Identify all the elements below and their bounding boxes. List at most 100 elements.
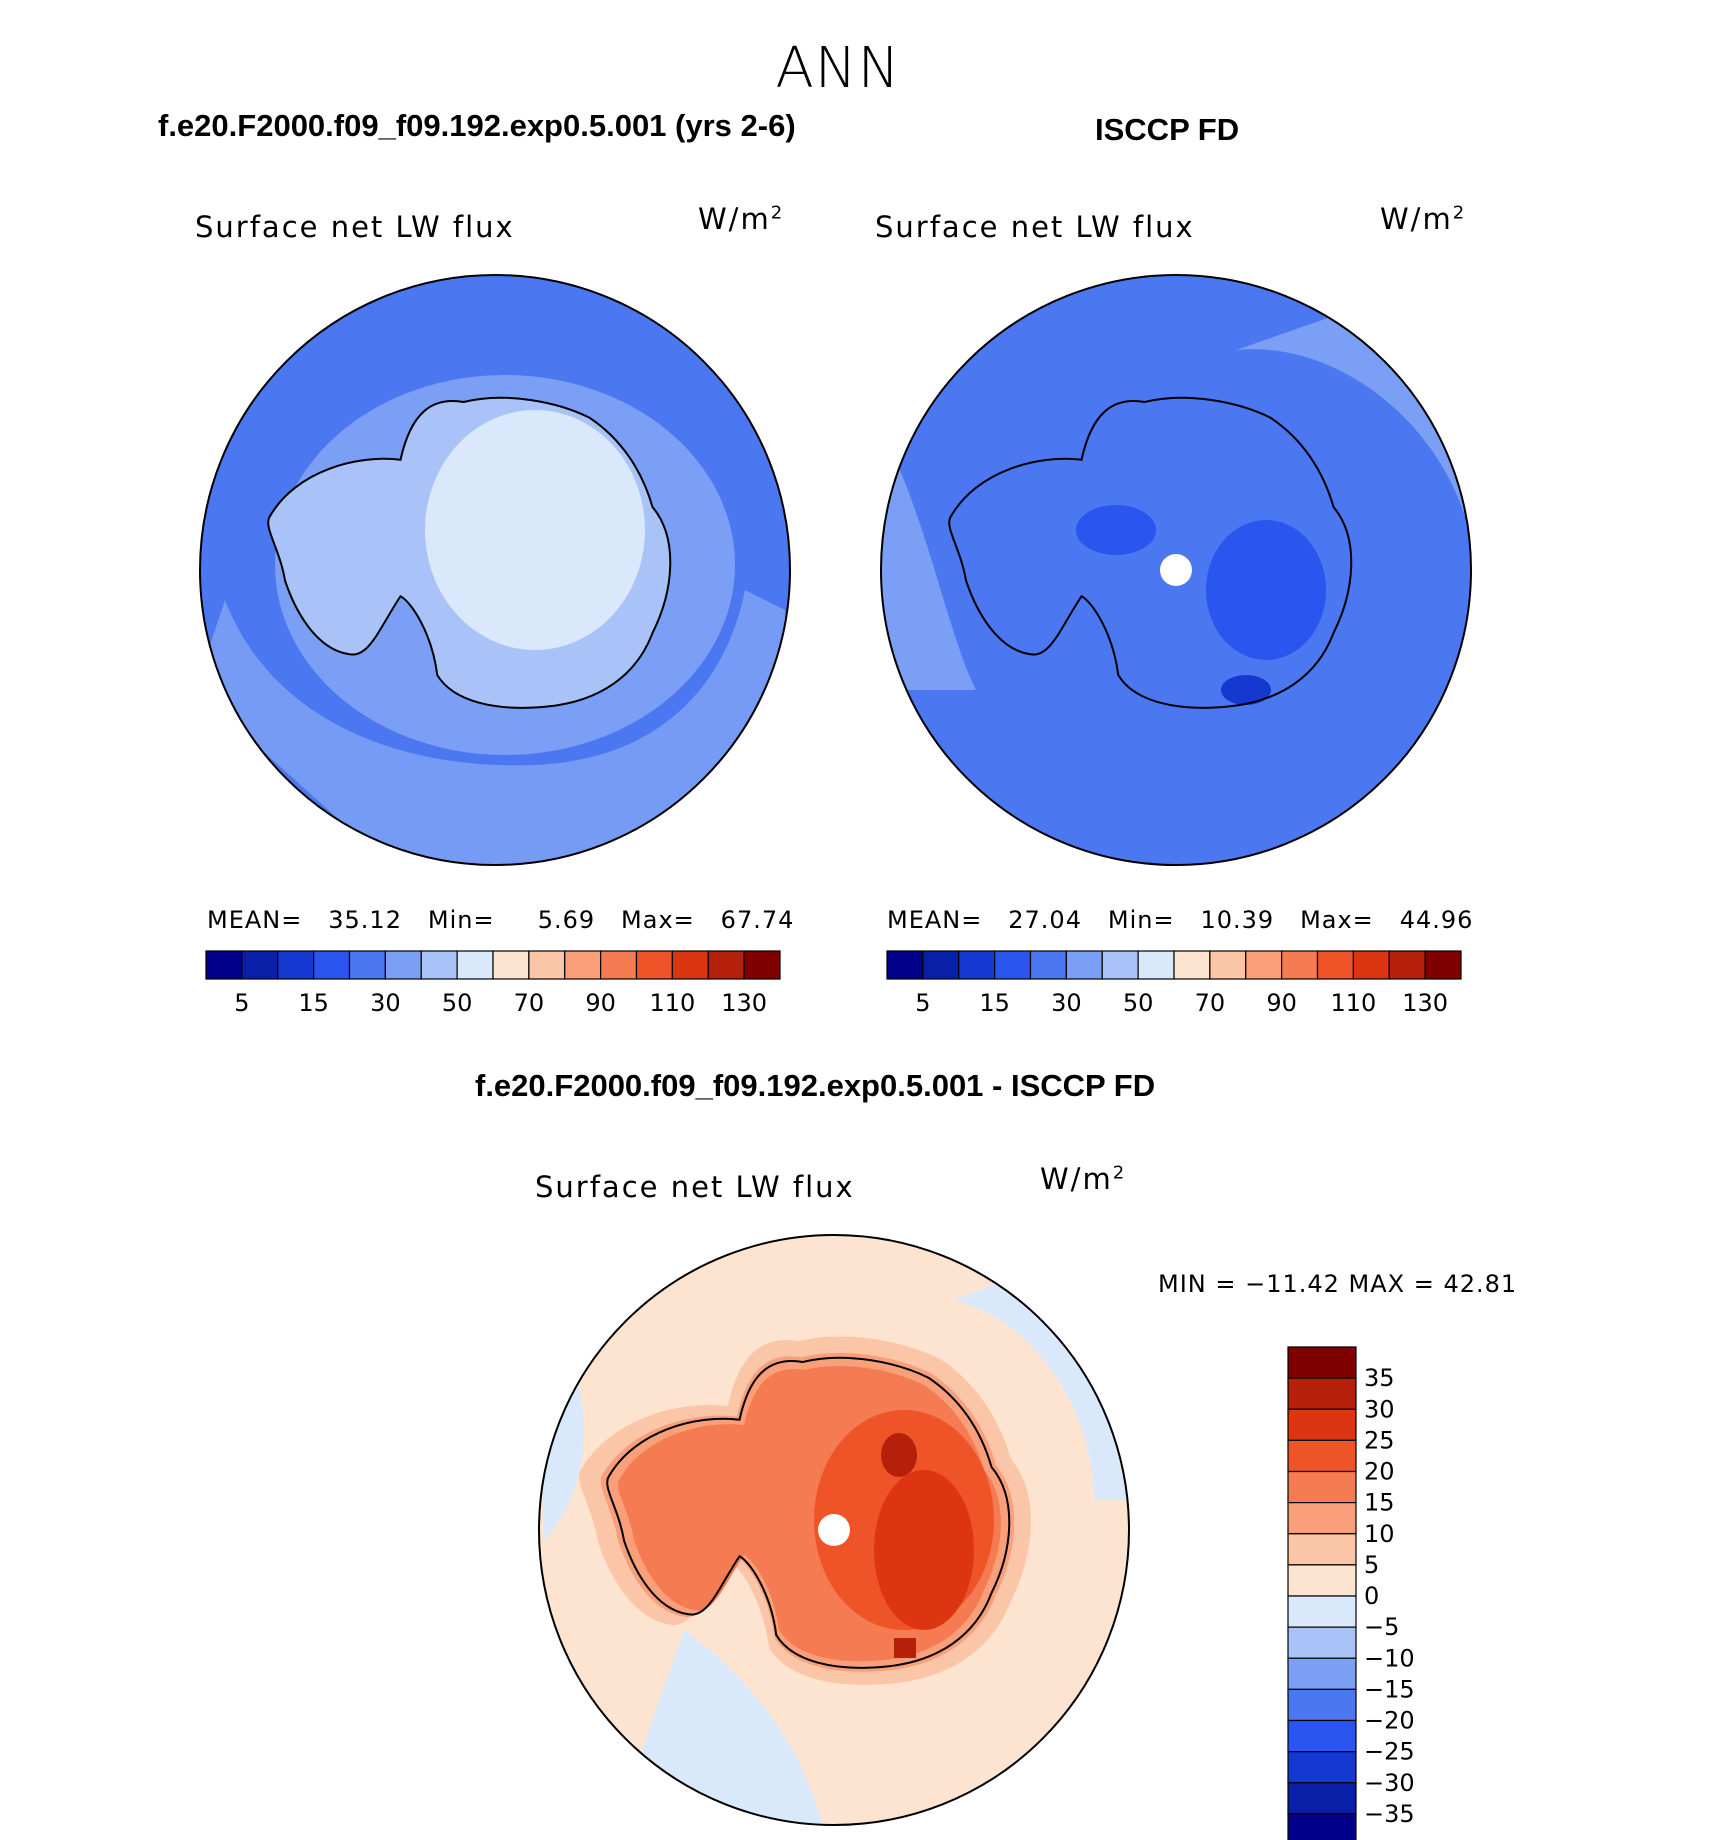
colorbar-1-box	[205, 950, 243, 980]
colorbar-1-box	[241, 950, 279, 980]
colorbar-1-box	[277, 950, 315, 980]
colorbar-1-box	[707, 950, 745, 980]
colorbar-2-tick-label: 70	[1195, 989, 1226, 1017]
map-3-core-b	[874, 1470, 974, 1630]
colorbar-2-box	[1029, 950, 1067, 980]
colorbar-3-tick-label: 0	[1364, 1582, 1379, 1610]
colorbar-1-box	[348, 950, 386, 980]
panel-1-stats: MEAN= 35.12 Min= 5.69 Max= 67.74	[207, 906, 795, 934]
colorbar-1-box	[635, 950, 673, 980]
colorbar-2-box	[1101, 950, 1139, 980]
map-2-interior-b	[1076, 505, 1156, 555]
colorbar-1-box	[420, 950, 458, 980]
map-3-core-south	[894, 1638, 916, 1658]
colorbar-3-tick-label: 30	[1364, 1395, 1395, 1423]
panel-2-units: W/m2	[1380, 202, 1467, 236]
colorbar-2-box	[1137, 950, 1175, 980]
colorbar-1-tick-label: 5	[234, 989, 249, 1017]
colorbar-1-tick-label: 50	[442, 989, 473, 1017]
map-1-border	[199, 274, 791, 866]
colorbar-3-box	[1287, 1813, 1357, 1840]
colorbar-3-tick-label: 25	[1364, 1426, 1395, 1454]
panel-1-variable: Surface net LW flux	[195, 210, 515, 244]
map-2-pole-missing	[1160, 554, 1192, 586]
map-3	[539, 1235, 1129, 1825]
diff-variable: Surface net LW flux	[535, 1170, 855, 1204]
map-3-pole-missing	[818, 1514, 850, 1546]
colorbar-3-box	[1287, 1595, 1357, 1628]
colorbar-1-box	[492, 950, 530, 980]
colorbar-1-box	[743, 950, 781, 980]
colorbar-3-box	[1287, 1657, 1357, 1690]
colorbar-3-tick-label: 15	[1364, 1489, 1395, 1517]
colorbar-1-box	[671, 950, 709, 980]
colorbar-2-box	[994, 950, 1032, 980]
map-1	[200, 275, 790, 865]
colorbar-2-box	[1388, 950, 1426, 980]
colorbar-3-box	[1287, 1533, 1357, 1566]
colorbar-2-box	[958, 950, 996, 980]
colorbar-2-box	[886, 950, 924, 980]
colorbar-3-box	[1287, 1346, 1357, 1379]
colorbar-3-box	[1287, 1782, 1357, 1815]
colorbar-2-tick-label: 5	[915, 989, 930, 1017]
colorbar-1-tick-label: 30	[370, 989, 401, 1017]
colorbar-3-tick-label: 35	[1364, 1364, 1395, 1392]
panel-2-stats: MEAN= 27.04 Min= 10.39 Max= 44.96	[887, 906, 1474, 934]
colorbar-2-tick-label: 50	[1123, 989, 1154, 1017]
colorbar-2-box	[1173, 950, 1211, 980]
panel-1-title: f.e20.F2000.f09_f09.192.exp0.5.001 (yrs …	[158, 108, 796, 143]
colorbar-3: 35 30 25 20 15 10 5 0 −5 −10 −15 −20 −25 −30 −35	[1287, 1346, 1415, 1840]
colorbar-3-tick-label: 10	[1364, 1520, 1395, 1548]
colorbar-1-tick-label: 130	[721, 989, 767, 1017]
map-1-contour-ring	[200, 590, 785, 865]
colorbar-1-box	[456, 950, 494, 980]
colorbar-3-tick-label: −35	[1364, 1800, 1415, 1828]
panel-1-units: W/m2	[698, 202, 785, 236]
map-3-core-max	[881, 1433, 917, 1477]
map-2-border	[880, 274, 1472, 866]
map-2-interior-a	[1206, 520, 1326, 660]
colorbar-3-box	[1287, 1719, 1357, 1753]
colorbar-3-tick-label: 20	[1364, 1458, 1395, 1486]
colorbar-3-box	[1287, 1439, 1357, 1473]
map-3-border	[538, 1234, 1130, 1826]
colorbar-1: 5 15 30 50 70 90 110 130	[205, 950, 781, 1017]
map-1-plateau	[425, 410, 645, 650]
colorbar-1-box	[384, 950, 422, 980]
colorbar-3-box	[1287, 1408, 1357, 1441]
panel-2-title: ISCCP FD	[1095, 112, 1240, 147]
colorbar-3-tick-label: −20	[1364, 1707, 1415, 1735]
colorbar-2-tick-label: 30	[1051, 989, 1082, 1017]
colorbar-3-tick-label: −5	[1364, 1613, 1399, 1641]
colorbar-2: 5 15 30 50 70 90 110 130	[886, 950, 1462, 1017]
colorbar-2-box	[1352, 950, 1390, 980]
colorbar-2-tick-label: 15	[979, 989, 1010, 1017]
colorbar-2-box	[1209, 950, 1247, 980]
colorbar-2-box	[1281, 950, 1319, 980]
colorbar-2-tick-label: 130	[1402, 989, 1448, 1017]
map-2-interior-c	[1221, 675, 1271, 705]
colorbar-3-tick-label: −25	[1364, 1738, 1415, 1766]
colorbar-3-box	[1287, 1377, 1357, 1410]
colorbar-1-box	[528, 950, 566, 980]
colorbar-3-box	[1287, 1564, 1357, 1597]
panel-2-variable: Surface net LW flux	[875, 210, 1195, 244]
colorbar-3-tick-label: 5	[1364, 1551, 1379, 1579]
diff-units: W/m2	[1040, 1162, 1127, 1196]
colorbar-2-box	[1316, 950, 1354, 980]
colorbar-3-box	[1287, 1688, 1357, 1722]
diff-title: f.e20.F2000.f09_f09.192.exp0.5.001 - ISC…	[475, 1068, 1156, 1103]
colorbar-2-tick-label: 90	[1266, 989, 1297, 1017]
colorbar-3-box	[1287, 1470, 1357, 1504]
colorbar-3-tick-label: −10	[1364, 1644, 1415, 1672]
colorbar-1-tick-label: 90	[585, 989, 616, 1017]
colorbar-2-box	[1065, 950, 1103, 980]
colorbar-1-box	[564, 950, 602, 980]
colorbar-3-box	[1287, 1751, 1357, 1784]
colorbar-3-tick-label: −15	[1364, 1675, 1415, 1703]
colorbar-2-box	[1245, 950, 1283, 980]
diff-minmax: MIN = −11.42 MAX = 42.81	[1158, 1270, 1518, 1298]
page-title: ANN	[775, 36, 901, 101]
